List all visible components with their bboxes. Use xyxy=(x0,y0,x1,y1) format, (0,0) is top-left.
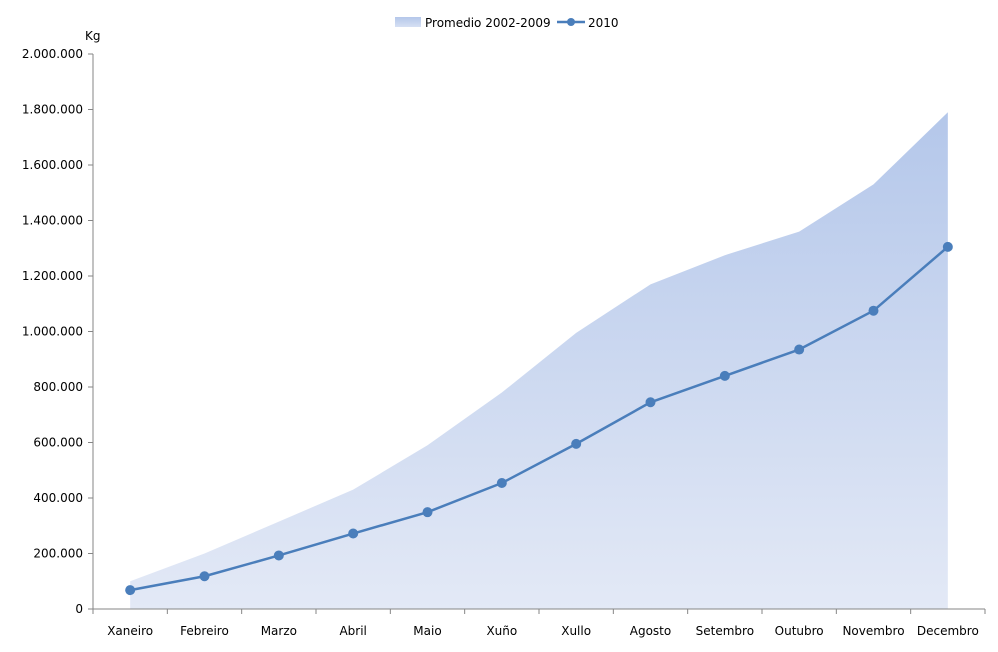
y-tick-label: 600.000 xyxy=(33,436,83,450)
legend-swatch-area xyxy=(395,17,421,27)
x-tick-label: Decembro xyxy=(917,624,979,638)
y-tick-label: 1.200.000 xyxy=(22,269,83,283)
y-tick-label: 1.800.000 xyxy=(22,103,83,117)
point-2010 xyxy=(571,438,582,449)
x-tick-label: Agosto xyxy=(630,624,671,638)
area-promedio-2002-2009 xyxy=(130,112,948,610)
x-tick-label: Febreiro xyxy=(180,624,229,638)
y-tick-label: 800.000 xyxy=(33,380,83,394)
axes: 0 200.000 400.000 600.000 800.000 1.000.000 1.… xyxy=(22,47,986,638)
line-series-layer xyxy=(125,241,953,596)
legend-item-line: 2010 xyxy=(557,16,619,30)
x-tick-label: Abril xyxy=(339,624,366,638)
y-tick-label: 1.600.000 xyxy=(22,158,83,172)
x-tick-label: Setembro xyxy=(696,624,754,638)
area-series-layer xyxy=(130,112,948,610)
point-2010 xyxy=(496,478,507,489)
point-2010 xyxy=(199,571,210,582)
point-2010 xyxy=(794,344,805,355)
legend-label-line: 2010 xyxy=(588,16,619,30)
x-tick-label: Marzo xyxy=(261,624,297,638)
point-2010 xyxy=(125,585,136,596)
y-tick-label: 400.000 xyxy=(33,491,83,505)
x-tick-label: Xaneiro xyxy=(107,624,153,638)
y-tick-label: 2.000.000 xyxy=(22,47,83,61)
point-2010 xyxy=(942,241,953,252)
y-tick-label: 1.400.000 xyxy=(22,214,83,228)
legend-item-area: Promedio 2002-2009 xyxy=(395,16,551,30)
legend: Promedio 2002-2009 2010 xyxy=(395,16,619,30)
y-axis-unit-label: Kg xyxy=(85,29,101,43)
x-tick-label: Novembro xyxy=(842,624,904,638)
point-2010 xyxy=(348,528,359,539)
y-tick-label: 200.000 xyxy=(33,547,83,561)
point-2010 xyxy=(645,397,656,408)
point-2010 xyxy=(868,305,879,316)
x-tick-label: Outubro xyxy=(775,624,824,638)
point-2010 xyxy=(273,550,284,561)
x-tick-label: Xuño xyxy=(486,624,517,638)
line-2010 xyxy=(129,245,949,592)
x-tick-label: Maio xyxy=(413,624,441,638)
x-tick-label: Xullo xyxy=(561,624,591,638)
legend-marker-2010 xyxy=(567,18,575,26)
y-tick-label: 1.000.000 xyxy=(22,325,83,339)
point-2010 xyxy=(719,370,730,381)
legend-label-area: Promedio 2002-2009 xyxy=(425,16,551,30)
point-2010 xyxy=(422,507,433,518)
y-tick-label: 0 xyxy=(75,602,83,616)
